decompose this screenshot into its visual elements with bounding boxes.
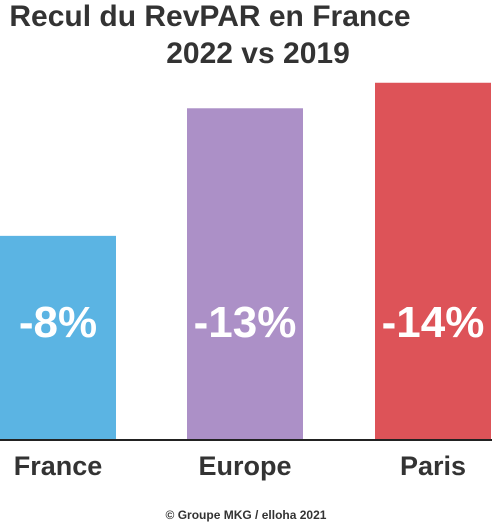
category-label-europe: Europe xyxy=(198,451,291,481)
value-label-france: -8% xyxy=(19,298,97,347)
chart-title-line-2: 2022 vs 2019 xyxy=(166,37,350,70)
bar-france xyxy=(0,235,116,440)
category-label-paris: Paris xyxy=(400,451,466,481)
bar-paris xyxy=(375,82,491,441)
value-label-paris: -14% xyxy=(382,298,485,347)
value-label-europe: -13% xyxy=(194,298,297,347)
bars-group xyxy=(0,82,491,441)
category-label-france: France xyxy=(14,451,103,481)
chart-title-line-1: Recul du RevPAR en France xyxy=(9,0,410,33)
labels-group: -8% France -13% Europe -14% Paris xyxy=(14,298,485,481)
source-credit: © Groupe MKG / elloha 2021 xyxy=(166,508,327,522)
bar-europe xyxy=(187,108,303,440)
